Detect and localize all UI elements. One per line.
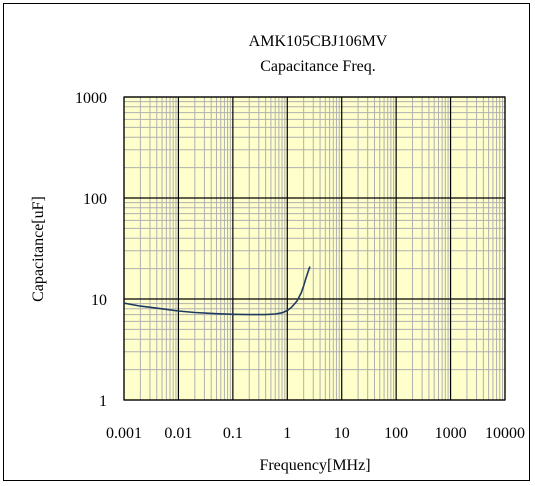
x-tick-label: 1000 — [435, 425, 467, 442]
plot-area — [123, 96, 506, 401]
plot-background — [124, 97, 505, 400]
series-line — [123, 266, 311, 316]
x-tick-label: 0.001 — [106, 425, 142, 442]
x-tick-label: 10 — [334, 425, 350, 442]
x-tick-labels: 0.001 0.01 0.1 1 10 100 1000 10000 — [106, 425, 525, 442]
x-axis-title: Frequency[MHz] — [259, 457, 370, 474]
y-tick-label: 1 — [99, 393, 107, 410]
x-tick-label: 10000 — [485, 425, 525, 442]
x-tick-label: 100 — [384, 425, 408, 442]
x-tick-label: 1 — [283, 425, 291, 442]
x-tick-label: 0.01 — [164, 425, 192, 442]
chart-subtitle: Capacitance Freq. — [260, 58, 376, 75]
y-axis-title: Capacitance[uF] — [30, 196, 47, 302]
plot-border — [123, 96, 506, 401]
x-tick-label: 0.1 — [223, 425, 243, 442]
y-tick-label: 10 — [91, 292, 107, 309]
chart-title: AMK105CBJ106MV — [249, 33, 388, 50]
y-tick-label: 100 — [83, 191, 107, 208]
y-tick-labels: 1 10 100 1000 — [75, 90, 107, 410]
y-tick-label: 1000 — [75, 90, 107, 107]
